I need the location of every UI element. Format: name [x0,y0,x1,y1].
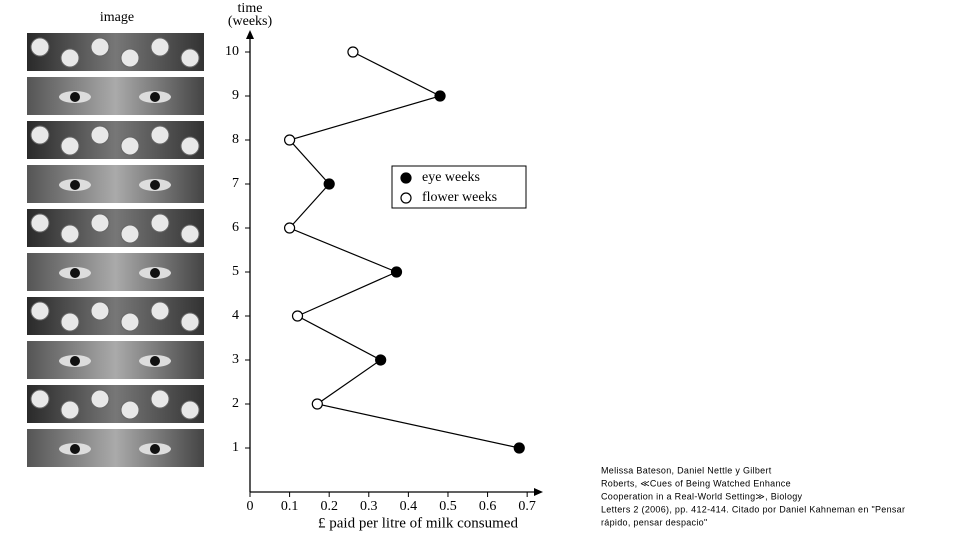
image-column [27,33,204,467]
photo-strip [27,385,204,423]
flower [90,125,110,145]
flower [120,224,140,244]
eye-iris [150,444,160,454]
data-point [323,178,335,190]
photo-strip [27,429,204,467]
data-line [288,51,520,449]
flower [60,224,80,244]
data-point [513,442,525,454]
eye-iris [70,92,80,102]
legend-marker [400,172,412,184]
flower [180,400,200,420]
flower [150,213,170,233]
x-axis-arrow [534,488,543,496]
citation: Melissa Bateson, Daniel Nettle y Gilbert… [601,465,905,527]
data-point [283,134,296,146]
flower [90,389,110,409]
flower [180,312,200,332]
flower [120,136,140,156]
legend-box [391,165,527,209]
legend-label: eye weeks [422,170,480,185]
flower [30,389,50,409]
y-tick-label: 9 [232,88,239,103]
x-tick-label: 0.2 [320,499,338,514]
eye-iris [150,92,160,102]
eye-iris [70,356,80,366]
y-axis-arrow [246,30,254,39]
flower [60,48,80,68]
data-point [311,398,323,410]
flower [150,389,170,409]
flower [90,37,110,57]
flower [120,48,140,68]
y-axis-label: (weeks) [228,14,273,29]
data-point [283,222,296,234]
y-tick-label: 3 [232,352,239,367]
x-tick-label: 0.6 [479,499,497,514]
flower [150,301,170,321]
citation-line: Melissa Bateson, Daniel Nettle y Gilbert [601,465,772,475]
citation-line: Roberts, ≪Cues of Being Watched Enhance [601,478,791,488]
eye-iris [150,180,160,190]
y-tick-label: 7 [232,176,239,191]
photo-strip [27,77,204,115]
x-axis-label: £ paid per litre of milk consumed [318,515,518,531]
y-tick-label: 2 [232,396,239,411]
y-axis-label: time [238,1,263,16]
flower [90,213,110,233]
photo-strip [27,341,204,379]
x-tick-label: 0.5 [439,499,457,514]
data-point [434,90,446,102]
flower [30,301,50,321]
photo-strip [27,165,204,203]
data-point [291,310,304,322]
legend-label: flower weeks [422,190,497,205]
y-tick-label: 1 [232,440,239,455]
flower [30,125,50,145]
eye-iris [70,180,80,190]
eye-iris [70,444,80,454]
flower [30,37,50,57]
flower [180,224,200,244]
citation-line: rápido, pensar despacio" [601,517,707,527]
x-tick-label: 0 [247,499,254,514]
y-tick-label: 10 [225,44,239,59]
photo-strip [27,121,204,159]
flower [150,125,170,145]
flower [180,136,200,156]
flower [60,136,80,156]
flower [30,213,50,233]
y-tick-label: 8 [232,132,239,147]
data-point [375,354,387,366]
photo-strip [27,33,204,71]
flower [180,48,200,68]
eye-iris [150,356,160,366]
citation-line: Cooperation in a Real-World Setting≫, Bi… [601,491,803,501]
photo-strip [27,209,204,247]
y-tick-label: 6 [232,220,239,235]
y-tick-label: 4 [232,308,239,323]
flower [120,312,140,332]
legend-marker [400,192,412,204]
flower [60,312,80,332]
x-tick-label: 0.7 [518,499,536,514]
citation-line: Letters 2 (2006), pp. 412-414. Citado po… [601,504,905,514]
eye-iris [70,268,80,278]
x-tick-label: 0.4 [400,499,418,514]
data-point [347,46,359,58]
flower [60,400,80,420]
photo-strip [27,297,204,335]
x-tick-label: 0.1 [281,499,299,514]
photo-strip [27,253,204,291]
flower [90,301,110,321]
flower [150,37,170,57]
y-tick-label: 5 [232,264,239,279]
eye-iris [150,268,160,278]
image-header: image [100,10,134,25]
flower [120,400,140,420]
data-point [390,266,403,278]
x-tick-label: 0.3 [360,499,378,514]
